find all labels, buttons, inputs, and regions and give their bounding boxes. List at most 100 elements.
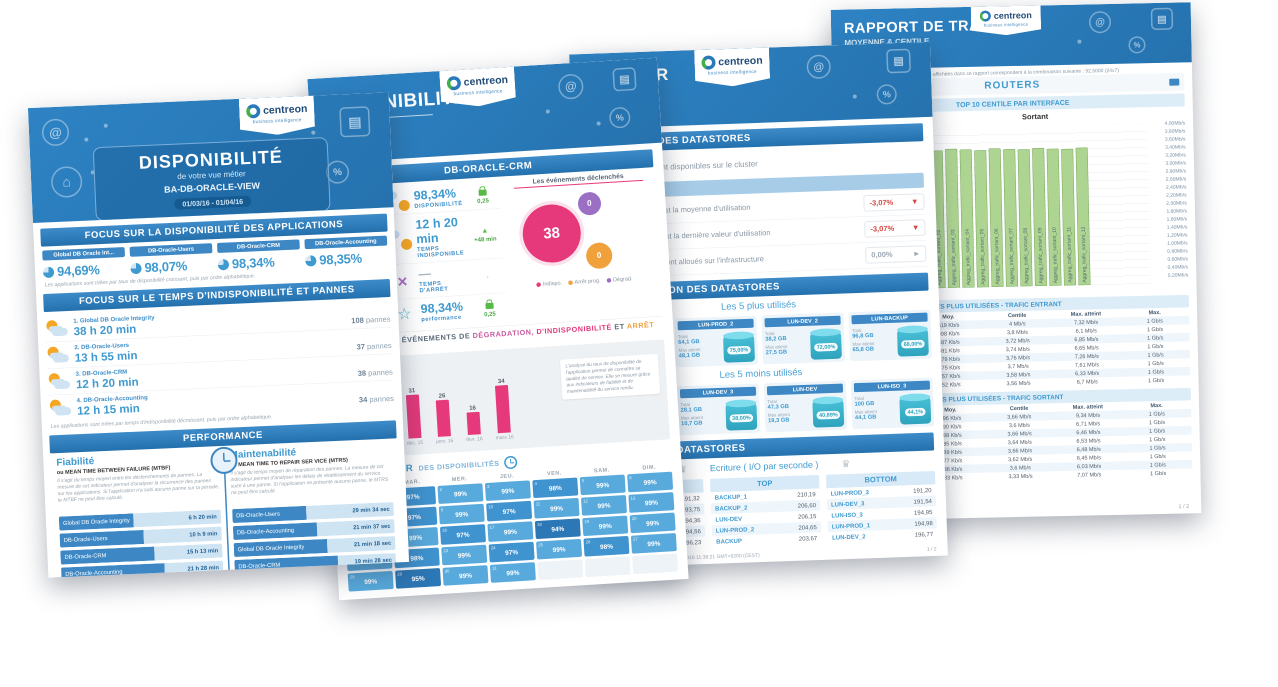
page-number: 1 / 2: [926, 546, 937, 553]
calendar-availability: 99%: [552, 545, 566, 554]
datastore-name: BACKUP_2: [714, 504, 748, 513]
iops-value: 206,15: [797, 512, 817, 521]
network-dot: [545, 109, 550, 114]
mtrs-value: 29 min 34 sec: [306, 502, 395, 520]
datastore-total: 96,8 GB: [852, 332, 874, 340]
iops-value: 204,65: [798, 523, 817, 532]
bar-group-sortant: Aggreg_trafic_sortant_01Aggreg_trafic_so…: [916, 146, 1091, 289]
logo-tagline: business intelligence: [983, 21, 1029, 28]
metric-label: TEMPS D'ARRÊT: [418, 280, 449, 294]
datastore-stats: Total 38,2 GB Max atteint 27,5 GB: [765, 330, 809, 361]
datastore-cylinder-icon: 72,00%: [809, 331, 842, 360]
y-axis-tick: 3,40Mb/s: [1165, 144, 1186, 151]
calendar-clock-icon: [504, 455, 518, 470]
y-axis-tick: 0,20Mb/s: [1167, 272, 1189, 279]
calendar-availability: 99%: [457, 550, 471, 560]
datastore-stats: Total 96,8 GB Max atteint 65,8 GB: [852, 327, 896, 358]
downtime-duration: 12 h 20 min: [75, 375, 139, 391]
trend-value: 0,00%: [871, 250, 893, 260]
traffic-bar-label: Aggreg_trafic_sortant_09: [1037, 227, 1044, 284]
datastore-name: LUN-PROD_3: [830, 488, 870, 498]
app-name: DB-Oracle-CRM: [234, 555, 339, 575]
calendar-availability: 99%: [549, 504, 564, 513]
datastore-card: LUN-ISO_3 Total 100 GB Max atteint 44,1 GB 44…: [850, 377, 935, 430]
y-axis-tick: 1,80Mb/s: [1166, 208, 1188, 215]
weather-icon: [46, 346, 69, 364]
legend-item: Dégrad.: [606, 276, 633, 284]
mtrs-table: DB-Oracle-Users 29 min 34 sec DB-Oracle-Ac…: [231, 502, 397, 575]
availability-app: DB-Oracle-Users 98,07%: [129, 243, 214, 276]
datastore-card-body: Total 28,1 GB Max atteint 10,7 GB 38,00%: [680, 400, 758, 433]
legend-dot: [606, 277, 612, 283]
legend-item: Indispo.: [536, 280, 562, 288]
app-name: DB-Oracle-Users: [59, 529, 145, 548]
traffic-value: 7,07 Mb/s: [1077, 471, 1102, 479]
calendar-cell: 11 99%: [533, 497, 580, 519]
datastore-card: LUN-PROD_2 Total 64,1 GB Max atteint 48,1 GB…: [674, 315, 759, 368]
mtbf-description: Il s'agit du temps moyen entre les décle…: [57, 471, 220, 504]
datastore-stats: Total 64,1 GB Max atteint 48,1 GB: [678, 333, 722, 364]
calendar-day-number: 5: [581, 478, 585, 484]
centreon-logo: centreon: [246, 102, 308, 119]
calendar-day-header: JEU.: [499, 472, 515, 480]
y-axis-tick: 1,60Mb/s: [1166, 216, 1188, 223]
calendar-cell-empty: [584, 556, 631, 578]
centreon-logo-ribbon: centreon business intelligence: [239, 96, 316, 137]
traffic-bar: Aggreg_trafic_sortant_08: [1017, 149, 1033, 287]
iops-value: 191,20: [913, 486, 932, 495]
evolution-bar: 26 janv. 16: [431, 358, 454, 444]
y-axis-tick: 2,40Mb/s: [1165, 184, 1187, 191]
app-value-row: 98,07%: [130, 257, 213, 276]
calendar-day-number: 30: [444, 568, 450, 574]
percent-icon: %: [608, 106, 631, 129]
datastore-usage-percent: 75,00%: [727, 345, 752, 355]
calendar-availability: 99%: [595, 480, 610, 490]
datastore-cylinder-icon: 44,1%: [899, 396, 932, 425]
datastore-name: LUN-PROD_1: [831, 521, 871, 531]
iops-value: 206,60: [797, 501, 817, 510]
bar-value-label: 16: [469, 404, 477, 412]
calendar-cell: 26 98%: [583, 535, 630, 557]
gauge-icon: [42, 266, 55, 278]
failure-unit: pannes: [368, 367, 393, 378]
delta-value: -: [486, 272, 489, 280]
calendar-availability: 97%: [407, 512, 422, 522]
centreon-logo-icon: [701, 55, 715, 69]
app-name-chip: Global DB Oracle Int...: [42, 247, 126, 261]
calendar-cell: 19 99%: [582, 515, 629, 537]
downtime-duration: 13 h 55 min: [74, 348, 138, 365]
report-period: 01/03/16 - 01/04/16: [174, 195, 252, 210]
mtrs-column: Maintenabilité ou MEAN TIME TO REPAIR SE…: [222, 442, 402, 578]
house-icon: ⌂: [50, 165, 83, 199]
failure-count: 34 pannes: [359, 394, 394, 404]
calendar-availability: 99%: [458, 571, 473, 580]
delta-value: 0,25: [476, 196, 490, 205]
datastore-usage-percent: 44,1%: [904, 407, 926, 417]
iops-value: 196,77: [914, 530, 934, 539]
datastore-max: 65,8 GB: [852, 345, 875, 353]
mtbf-value: 10 h 9 min: [143, 526, 222, 544]
calendar-availability: 99%: [647, 539, 661, 548]
centreon-logo-ribbon: centreon business intelligence: [971, 5, 1042, 35]
calendar-day-number: 4: [534, 480, 538, 487]
legend-label: Indispo.: [542, 280, 563, 288]
calendar-day-header: DIM.: [642, 464, 657, 471]
datastore-total: 28,1 GB: [680, 406, 703, 414]
calendar-availability: 99%: [645, 518, 660, 528]
traffic-bar: Aggreg_trafic_sortant_10: [1046, 148, 1062, 286]
datastore-card: LUN-BACKUP Total 96,8 GB Max atteint 65,8 GB…: [848, 309, 932, 362]
traffic-bar: Aggreg_trafic_sortant_12: [1075, 147, 1091, 286]
report-page-disponibilite-vue-metier: @ ⌂ ▤ % centreon business intelligence D…: [27, 92, 410, 578]
app-value-row: 94,69%: [42, 261, 126, 280]
calendar-availability: 97%: [406, 492, 420, 501]
calendar-availability: 99%: [597, 501, 611, 510]
report-header: @ ⌂ ▤ % centreon business intelligence D…: [27, 92, 394, 223]
calendar-cell: 25 99%: [536, 538, 583, 560]
app-name-chip: DB-Oracle-Accounting: [304, 235, 388, 250]
failure-number: 38: [357, 369, 367, 378]
metric-delta: -: [471, 272, 504, 281]
app-value-row: 98,34%: [217, 253, 301, 272]
router-icon: [1169, 78, 1180, 86]
datastore-name: LUN-ISO_3: [831, 510, 863, 520]
logo-brand: centreon: [993, 9, 1032, 21]
